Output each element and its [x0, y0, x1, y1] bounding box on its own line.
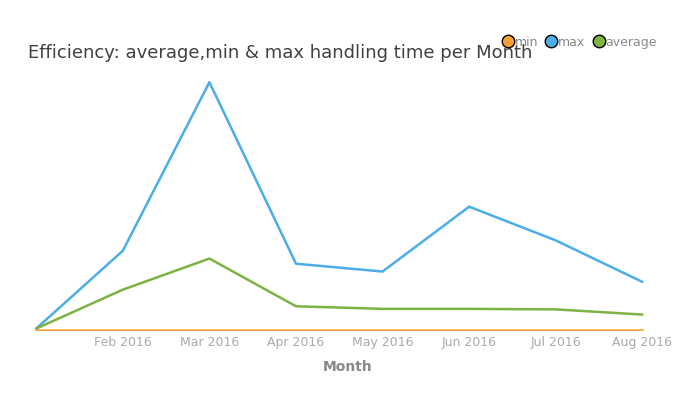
- average: [378, 306, 387, 311]
- average: [32, 326, 41, 331]
- min: [292, 327, 300, 332]
- max: [552, 238, 560, 243]
- max: [205, 80, 214, 85]
- Line: max: max: [37, 82, 642, 328]
- min: [378, 327, 387, 332]
- max: [638, 279, 646, 284]
- min: [205, 327, 214, 332]
- X-axis label: Month: Month: [323, 360, 373, 374]
- Legend: min, max, average: min, max, average: [500, 32, 662, 54]
- max: [119, 248, 127, 253]
- max: [465, 204, 473, 209]
- min: [552, 327, 560, 332]
- average: [638, 312, 646, 317]
- average: [552, 307, 560, 312]
- min: [465, 327, 473, 332]
- average: [292, 304, 300, 309]
- average: [465, 306, 473, 311]
- Line: average: average: [37, 259, 642, 328]
- max: [378, 269, 387, 274]
- Text: Efficiency: average,min & max handling time per Month: Efficiency: average,min & max handling t…: [28, 44, 532, 62]
- average: [119, 287, 127, 292]
- max: [32, 326, 41, 331]
- min: [32, 327, 41, 332]
- min: [119, 327, 127, 332]
- average: [205, 256, 214, 261]
- max: [292, 261, 300, 266]
- min: [638, 327, 646, 332]
